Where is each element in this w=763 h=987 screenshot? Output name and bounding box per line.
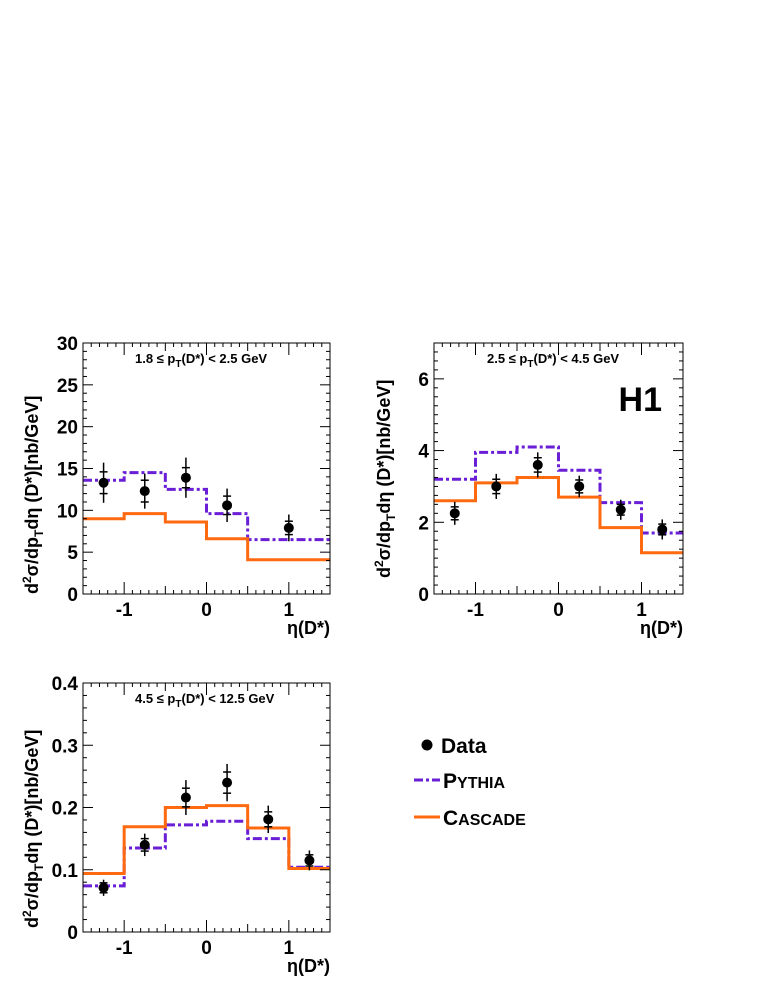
x-tick-label: -1 [116, 600, 133, 621]
x-tick-label: 0 [201, 600, 212, 621]
pythia-step-line [434, 445, 683, 535]
data-point [657, 519, 668, 540]
data-point [98, 462, 109, 503]
data-point [263, 805, 274, 834]
data-marker [222, 500, 233, 511]
data-point [222, 763, 233, 802]
data-marker [98, 477, 109, 488]
experiment-label: H1 [619, 381, 662, 419]
data-marker [139, 839, 150, 850]
y-tick-label: 2 [418, 513, 429, 534]
data-marker [657, 524, 668, 535]
data-marker [491, 481, 502, 492]
data-point [139, 833, 150, 857]
data-point [98, 879, 109, 896]
plot-frame [82, 342, 331, 595]
x-axis-title: η(D*) [287, 956, 330, 976]
data-marker [180, 792, 191, 803]
y-tick-label: 30 [57, 334, 78, 355]
x-axis-title: η(D*) [287, 618, 330, 638]
y-axis-title: d2σ/dpTdη (D*)[nb/GeV] [372, 380, 398, 578]
legend-entry-pythia: PYTHIA [414, 770, 505, 793]
panel-range-label: 1.8 ≤ pT(D*) < 2.5 GeV [135, 351, 267, 370]
y-tick-label: 0.3 [52, 736, 78, 757]
y-tick-label: 0 [67, 923, 78, 944]
cascade-step-line [83, 512, 330, 562]
data-marker [139, 486, 150, 497]
cascade-step-line [83, 804, 330, 875]
legend-entry-data: Data [421, 735, 487, 758]
data-marker [449, 508, 460, 519]
panel-range-label: 4.5 ≤ pT(D*) < 12.5 GeV [135, 691, 275, 710]
legend: Data PYTHIA CASCADE [414, 735, 526, 830]
data-marker [98, 882, 109, 893]
x-axis-title: η(D*) [640, 618, 683, 638]
legend-pythia-label: PYTHIA [443, 770, 505, 793]
x-tick-label: 0 [553, 600, 564, 621]
data-marker [615, 504, 626, 515]
y-tick-label: 0.2 [52, 799, 78, 820]
y-tick-label: 6 [418, 370, 429, 391]
data-point [283, 514, 294, 542]
x-tick-label: 0 [201, 938, 212, 959]
x-tick-label: -1 [467, 600, 484, 621]
data-point [491, 473, 502, 499]
y-axis-title: d2σ/dpTdη (D*)[nb/GeV] [20, 730, 46, 928]
legend-data-marker [421, 739, 433, 751]
data-marker [304, 855, 315, 866]
y-tick-label: 10 [57, 501, 78, 522]
legend-cascade-label: CASCADE [443, 807, 526, 830]
data-point [180, 780, 191, 815]
y-axis-title: d2σ/dpTdη (D*)[nb/GeV] [20, 396, 46, 594]
y-tick-label: 0 [418, 585, 429, 606]
y-tick-label: 15 [57, 460, 79, 481]
y-tick-label: 25 [57, 376, 79, 397]
y-tick-label: 20 [57, 418, 78, 439]
x-tick-label: -1 [116, 938, 133, 959]
data-marker [574, 481, 585, 492]
panel-pt-4-5-to-12-5: -1 0 1 0 0.1 0.2 0.3 0.4 4.5 ≤ pT(D*) < 12.5 Ge… [20, 674, 331, 976]
data-point [574, 475, 585, 498]
data-point [304, 850, 315, 871]
cascade-step-line [434, 475, 683, 555]
x-tick-label: 1 [636, 600, 647, 621]
data-point [615, 499, 626, 520]
data-marker [180, 472, 191, 483]
x-tick-label: 1 [284, 938, 295, 959]
data-point [222, 488, 233, 523]
y-tick-label: 0.1 [52, 861, 79, 882]
panel-range-label: 2.5 ≤ pT(D*) < 4.5 GeV [487, 351, 619, 370]
y-tick-label: 4 [418, 442, 429, 463]
data-marker [532, 459, 543, 470]
data-point [449, 501, 460, 525]
data-point [532, 452, 543, 478]
data-point [180, 457, 191, 498]
panel-pt-2-5-to-4-5: -1 0 1 0 2 4 6 2.5 ≤ pT(D*) < 4.5 GeV H1 η(D*)… [372, 342, 684, 638]
y-tick-label: 0.4 [52, 674, 79, 695]
data-point [139, 473, 150, 509]
legend-entry-cascade: CASCADE [414, 807, 526, 830]
x-tick-label: 1 [284, 600, 295, 621]
data-marker [263, 814, 274, 825]
data-marker [222, 777, 233, 788]
y-tick-label: 5 [67, 543, 78, 564]
y-tick-label: 0 [67, 585, 78, 606]
data-marker [283, 522, 294, 533]
legend-data-label: Data [441, 735, 487, 758]
pythia-step-line [83, 819, 330, 888]
